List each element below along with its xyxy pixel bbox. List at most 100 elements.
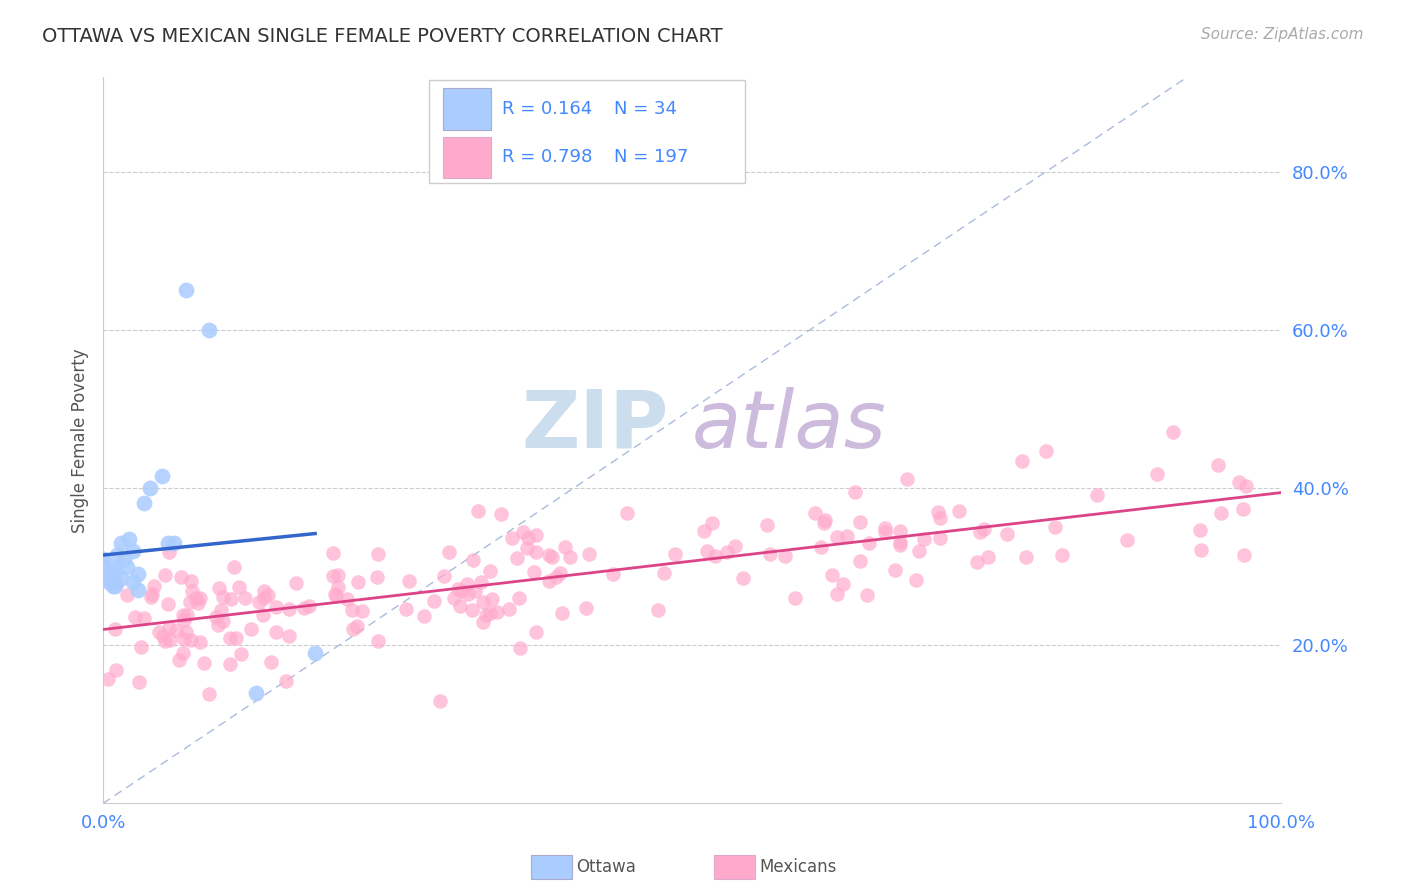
- Point: [212, 614, 235, 628]
- Point: [173, 613, 195, 627]
- Point: [489, 508, 512, 522]
- Point: [163, 536, 186, 550]
- Point: [229, 647, 252, 661]
- Point: [193, 657, 215, 671]
- Point: [264, 599, 287, 614]
- Point: [247, 595, 270, 609]
- Point: [832, 576, 855, 591]
- Point: [187, 596, 209, 610]
- Point: [367, 634, 389, 648]
- Point: [912, 532, 935, 546]
- Point: [222, 560, 245, 574]
- Point: [328, 581, 350, 595]
- Point: [509, 641, 531, 656]
- Point: [174, 284, 197, 298]
- Point: [132, 611, 155, 625]
- Point: [927, 505, 949, 519]
- Text: N = 34: N = 34: [614, 100, 678, 118]
- Point: [143, 579, 166, 593]
- Point: [873, 524, 896, 539]
- Point: [723, 539, 745, 553]
- Y-axis label: Single Female Poverty: Single Female Poverty: [72, 348, 89, 533]
- Point: [198, 323, 221, 337]
- Point: [322, 569, 344, 583]
- Point: [219, 631, 242, 645]
- Point: [260, 655, 283, 669]
- Point: [278, 601, 301, 615]
- Point: [977, 549, 1000, 564]
- Point: [508, 591, 530, 606]
- Point: [616, 506, 638, 520]
- Point: [127, 567, 149, 582]
- Point: [422, 593, 444, 607]
- Point: [929, 511, 952, 525]
- Point: [148, 625, 170, 640]
- Point: [1085, 487, 1108, 501]
- Point: [98, 575, 121, 590]
- Point: [479, 607, 502, 621]
- Point: [1188, 523, 1211, 537]
- Point: [1161, 425, 1184, 439]
- Point: [104, 663, 127, 677]
- Point: [167, 653, 190, 667]
- Point: [470, 574, 492, 589]
- Point: [172, 646, 194, 660]
- Point: [165, 623, 187, 637]
- Point: [139, 591, 162, 605]
- Point: [575, 600, 598, 615]
- Point: [412, 609, 434, 624]
- Point: [252, 607, 274, 622]
- Point: [602, 567, 624, 582]
- Point: [91, 571, 114, 585]
- Point: [1035, 443, 1057, 458]
- Point: [1050, 548, 1073, 562]
- Point: [849, 515, 872, 529]
- Point: [461, 603, 484, 617]
- Point: [1189, 543, 1212, 558]
- Point: [456, 576, 478, 591]
- Point: [475, 608, 498, 623]
- Point: [233, 591, 256, 605]
- Point: [284, 576, 307, 591]
- Point: [471, 595, 494, 609]
- Point: [395, 601, 418, 615]
- Point: [773, 549, 796, 564]
- Point: [322, 546, 344, 560]
- Point: [207, 617, 229, 632]
- Point: [115, 588, 138, 602]
- Point: [209, 603, 232, 617]
- Point: [969, 524, 991, 539]
- Point: [948, 504, 970, 518]
- Point: [437, 545, 460, 559]
- Point: [211, 590, 233, 604]
- Point: [91, 564, 114, 578]
- Point: [141, 587, 163, 601]
- Point: [176, 608, 198, 623]
- Point: [875, 521, 897, 535]
- Text: R = 0.798: R = 0.798: [502, 148, 592, 166]
- Point: [835, 529, 858, 543]
- Point: [298, 599, 321, 613]
- Point: [336, 591, 359, 606]
- Point: [91, 551, 114, 566]
- Point: [486, 605, 509, 619]
- Point: [110, 536, 132, 550]
- Point: [91, 559, 114, 574]
- Point: [157, 621, 180, 635]
- Point: [159, 633, 181, 648]
- Point: [451, 584, 474, 599]
- Point: [129, 640, 152, 655]
- Point: [889, 538, 911, 552]
- Point: [346, 619, 368, 633]
- Point: [342, 623, 364, 637]
- Point: [219, 592, 242, 607]
- Point: [516, 531, 538, 545]
- Point: [121, 575, 143, 590]
- Point: [1206, 458, 1229, 473]
- Point: [367, 547, 389, 561]
- Point: [554, 540, 576, 554]
- Point: [228, 580, 250, 594]
- Point: [104, 622, 127, 636]
- Point: [1146, 467, 1168, 482]
- Text: N = 197: N = 197: [614, 148, 689, 166]
